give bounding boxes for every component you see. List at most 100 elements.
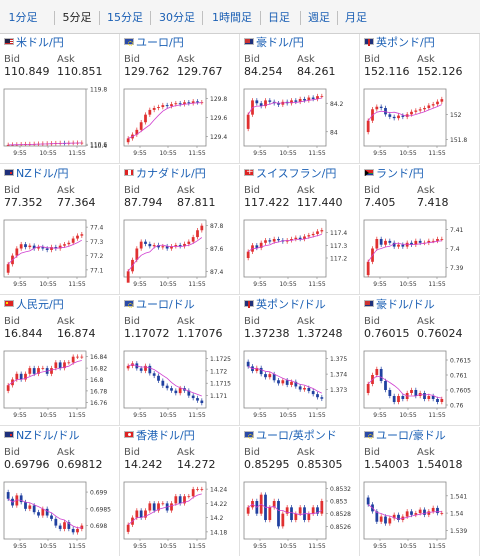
- rate-card[interactable]: ユーロ/ドル Bid Ask 1.17072 1.17076 1.1725 1.172 1.1…: [120, 296, 240, 426]
- currency-pair-title[interactable]: ユーロ/英ポンド: [244, 429, 337, 443]
- currency-pair-title[interactable]: ユーロ/ドル: [124, 298, 195, 312]
- currency-pair-name: 米ドル/円: [16, 36, 64, 49]
- currency-pair-title[interactable]: NZドル/ドル: [4, 429, 79, 443]
- candle-body: [178, 496, 182, 504]
- candle-body: [410, 511, 413, 515]
- candle-body: [375, 106, 379, 110]
- currency-pair-title[interactable]: カナダドル/円: [124, 167, 206, 181]
- candle-body: [37, 512, 40, 516]
- candle-body: [161, 105, 165, 108]
- rate-card[interactable]: 香港ドル/円 Bid Ask 14.242 14.272 14.24 14.22 14.2 14…: [120, 427, 240, 556]
- tab-daily[interactable]: 日足: [268, 11, 290, 24]
- ask-label: Ask: [417, 54, 435, 65]
- x-tick-label: 9:55: [133, 412, 147, 419]
- bid-value: 1.17072: [124, 327, 170, 340]
- rate-card[interactable]: 豪ドル/ドル Bid Ask 0.76015 0.76024 0.7615 0.761 0.7…: [360, 296, 480, 426]
- ask-label: Ask: [177, 447, 195, 458]
- tab-5min[interactable]: 5分足: [62, 11, 92, 24]
- x-tick-label: 10:55: [399, 412, 416, 419]
- currency-pair-title[interactable]: ユーロ/豪ドル: [364, 429, 446, 443]
- rate-card[interactable]: 英ポンド/ドル Bid Ask 1.37238 1.37248 1.375 1.374 1.3…: [240, 296, 360, 426]
- y-tick-label: 1.373: [330, 387, 347, 394]
- candle-body: [366, 120, 370, 133]
- ask-value: 14.272: [177, 458, 216, 471]
- tab-30min[interactable]: 30分足: [159, 11, 195, 24]
- y-tick-label: 119.8: [90, 87, 107, 94]
- candle-body: [281, 513, 285, 527]
- candle-body: [427, 396, 431, 399]
- candle-body: [37, 368, 40, 374]
- currency-pair-title[interactable]: 英ポンド/円: [364, 36, 435, 50]
- tab-1hour[interactable]: 1時間足: [212, 11, 252, 24]
- candle-body: [126, 138, 130, 143]
- y-tick-label: 14.18: [210, 529, 227, 536]
- tab-monthly[interactable]: 月足: [345, 11, 367, 24]
- currency-pair-title[interactable]: 豪ドル/ドル: [364, 298, 435, 312]
- candle-body: [410, 390, 413, 393]
- currency-pair-title[interactable]: 英ポンド/ドル: [244, 298, 326, 312]
- candle-body: [307, 513, 311, 520]
- candle-body: [436, 399, 439, 402]
- rate-card[interactable]: 人民元/円 Bid Ask 16.844 16.874 16.84 16.82 16.8 16.…: [0, 296, 120, 426]
- y-tick-label: 0.7605: [450, 388, 471, 395]
- x-tick-label: 11:55: [188, 412, 205, 419]
- ask-value: 84.261: [297, 65, 336, 78]
- rate-card[interactable]: スイスフラン/円BidAsk117.422117.440117.4117.311…: [240, 165, 360, 295]
- candle-body: [170, 503, 173, 511]
- tab-separator: [54, 11, 55, 25]
- rate-card[interactable]: 豪ドル/円 Bid Ask 84.254 84.261 84.2 84 9:55 10:55 11…: [240, 34, 360, 164]
- tab-1min[interactable]: 1分足: [8, 11, 38, 24]
- x-tick-label: 10:55: [279, 412, 296, 419]
- candle-body: [285, 507, 289, 514]
- y-tick-label: 0.8528: [330, 511, 351, 518]
- y-tick-label: 14.2: [210, 515, 224, 522]
- ask-value: 110.851: [57, 65, 103, 78]
- candlestick-chart: 1.375 1.374 1.373 9:55 10:55 11:55: [243, 350, 347, 419]
- currency-pair-title[interactable]: NZドル/円: [4, 167, 68, 181]
- currency-pair-title[interactable]: 米ドル/円: [4, 36, 64, 50]
- currency-pair-title[interactable]: スイスフラン/円: [244, 165, 336, 181]
- rate-card[interactable]: ランド/円 Bid Ask 7.405 7.418 7.41 7.4 7.39 9:55 10:5…: [360, 165, 480, 295]
- rate-card[interactable]: ユーロ/円 Bid Ask 129.762 129.767 129.8 129.6 129.4…: [120, 34, 240, 164]
- rate-card[interactable]: 英ポンド/円 Bid Ask 152.116 152.126 152 151.8 9:55 10…: [360, 34, 480, 164]
- candle-body: [200, 489, 204, 490]
- bid-value: 129.762: [124, 65, 170, 78]
- candle-body: [290, 381, 293, 385]
- candle-body: [431, 507, 435, 512]
- rate-card[interactable]: ユーロ/豪ドル Bid Ask 1.54003 1.54018 1.541 1.54 1.53…: [360, 427, 480, 556]
- candle-body: [431, 240, 435, 242]
- candlestick-chart: 16.84 16.82 16.8 16.78 16.76 9:55 10:55 11:55: [3, 350, 107, 419]
- y-tick-label: 1.541: [450, 493, 467, 500]
- rate-card[interactable]: カナダドル/円 Bid Ask 87.794 87.811 87.8 87.6 87.4 9:5…: [120, 165, 240, 295]
- currency-pair-title[interactable]: ユーロ/円: [124, 36, 184, 50]
- candle-body: [6, 385, 10, 391]
- currency-pair-title[interactable]: 豪ドル/円: [244, 36, 304, 50]
- rate-card[interactable]: NZドル/円 Bid Ask 77.352 77.364 77.4 77.3 77.2 77.1…: [0, 165, 120, 295]
- moving-average-line: [367, 240, 442, 263]
- candle-body: [200, 102, 204, 104]
- price-chart: 14.24 14.22 14.2 14.18 9:55 10:55 11:55: [120, 479, 240, 555]
- candlestick-chart: 0.8532 0.853 0.8528 0.8526 9:55 10:55 11:55: [243, 481, 351, 550]
- x-tick-label: 9:55: [373, 281, 387, 288]
- y-tick-label: 1.375: [330, 356, 347, 363]
- candle-body: [290, 239, 293, 241]
- tab-15min[interactable]: 15分足: [107, 11, 143, 24]
- rate-card[interactable]: ユーロ/英ポンド Bid Ask 0.85295 0.85305 0.8532 0.853 0…: [240, 427, 360, 556]
- currency-pair-title[interactable]: 香港ドル/円: [124, 429, 195, 443]
- x-tick-label: 11:55: [68, 150, 85, 157]
- bid-label: Bid: [364, 447, 380, 458]
- currency-pair-name: カナダドル/円: [136, 167, 206, 180]
- y-tick-label: 16.8: [90, 377, 104, 384]
- candle-body: [285, 380, 289, 385]
- moving-average-line: [367, 504, 442, 520]
- currency-pair-name: 豪ドル/ドル: [376, 298, 435, 311]
- currency-pair-title[interactable]: ランド/円: [364, 167, 424, 181]
- tab-weekly[interactable]: 週足: [308, 11, 330, 24]
- plot-frame: [3, 88, 87, 147]
- y-tick-label: 14.22: [210, 501, 227, 508]
- rate-card[interactable]: 米ドル/円 Bid Ask 110.849 110.851 119.8 110.6 110.4…: [0, 34, 120, 164]
- y-tick-label: 117.4: [330, 230, 347, 237]
- candle-body: [320, 230, 324, 232]
- rate-card[interactable]: NZドル/ドル Bid Ask 0.69796 0.69812 0.699 0.6985 0.…: [0, 427, 120, 556]
- currency-pair-title[interactable]: 人民元/円: [4, 298, 64, 312]
